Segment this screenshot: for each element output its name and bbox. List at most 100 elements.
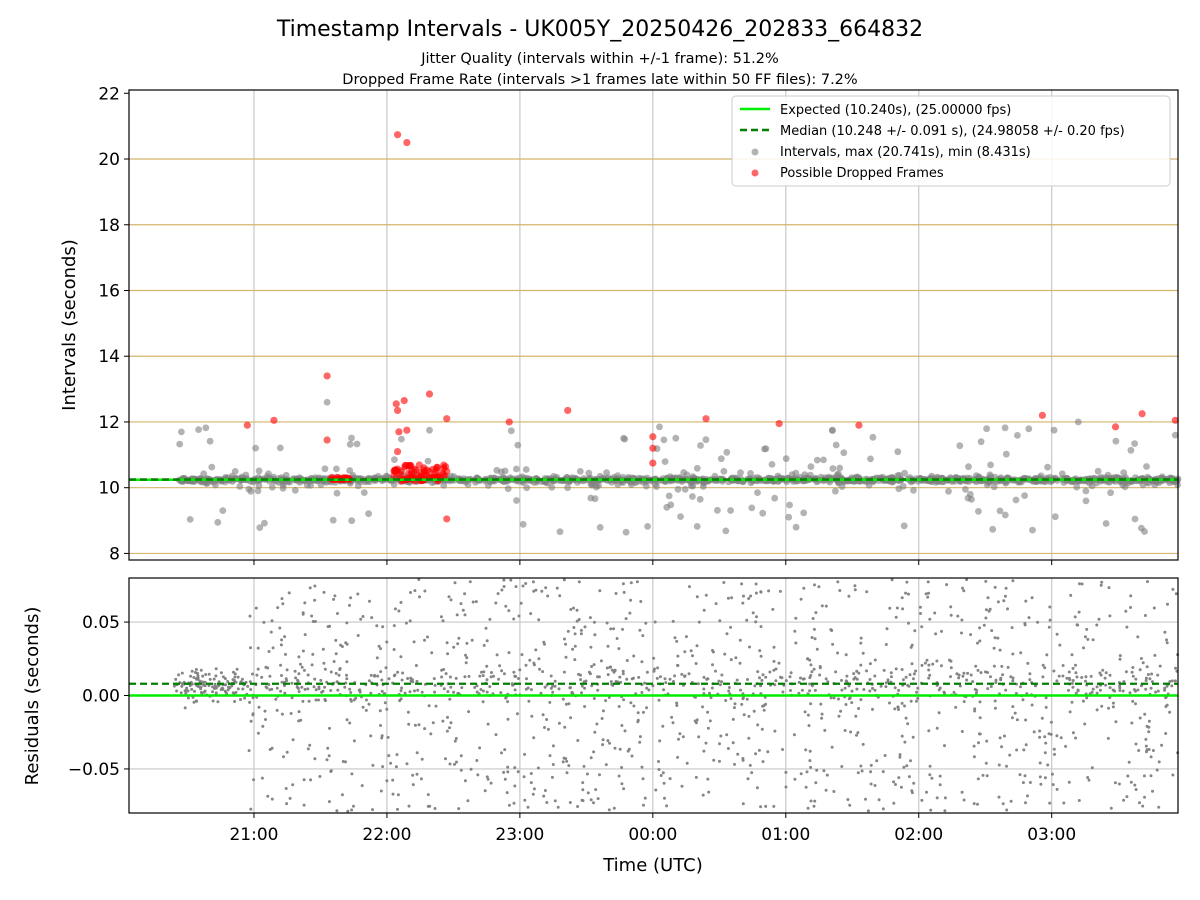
residual-point xyxy=(233,675,237,679)
residual-point xyxy=(282,755,285,759)
residual-point xyxy=(760,678,764,682)
residual-point xyxy=(720,680,724,684)
residual-point xyxy=(928,764,932,768)
residual-point xyxy=(820,712,824,716)
residual-point xyxy=(614,592,618,595)
residual-point xyxy=(809,765,813,769)
residual-point xyxy=(1083,635,1087,639)
interval-point xyxy=(786,501,793,509)
residual-point xyxy=(839,709,843,713)
residual-point xyxy=(504,696,508,700)
residual-point xyxy=(583,686,587,690)
residual-point xyxy=(629,701,633,705)
residual-point xyxy=(575,608,579,612)
residual-point xyxy=(748,763,752,767)
residual-point xyxy=(185,686,189,690)
residual-point xyxy=(989,685,993,688)
dropped-frame-point xyxy=(393,447,402,456)
residual-point xyxy=(214,684,217,688)
residual-point xyxy=(332,660,336,663)
residual-point xyxy=(186,696,190,700)
residual-point xyxy=(538,667,541,671)
residual-point xyxy=(338,667,342,670)
residual-point xyxy=(759,805,763,809)
residual-point xyxy=(529,688,533,692)
residual-point xyxy=(359,617,363,621)
residual-point xyxy=(768,670,772,674)
residual-point xyxy=(1057,674,1061,678)
interval-point xyxy=(603,469,610,476)
residual-point xyxy=(412,640,416,644)
residual-point xyxy=(1024,718,1028,722)
residual-point xyxy=(433,690,437,694)
residual-point xyxy=(723,652,727,656)
residual-point xyxy=(809,663,813,667)
residual-point xyxy=(262,620,266,624)
residual-point xyxy=(1143,614,1147,617)
residual-point xyxy=(799,676,802,680)
interval-point xyxy=(391,456,398,463)
residual-point xyxy=(755,615,758,619)
residual-point xyxy=(281,602,285,606)
residual-point xyxy=(832,696,836,700)
interval-point xyxy=(986,471,994,479)
interval-point xyxy=(523,484,531,492)
interval-point xyxy=(1025,425,1033,433)
residual-point xyxy=(564,702,568,706)
residual-point xyxy=(900,668,904,671)
residual-point xyxy=(1144,676,1148,680)
residual-point xyxy=(1136,688,1140,692)
residual-point xyxy=(512,801,516,805)
residual-point xyxy=(306,673,310,677)
interval-point xyxy=(596,524,604,531)
residual-point xyxy=(513,766,517,770)
residual-point xyxy=(442,687,446,691)
residual-point xyxy=(609,665,613,669)
intervals-y-tick-label: 22 xyxy=(98,84,120,104)
residual-point xyxy=(969,673,973,677)
residual-point xyxy=(859,636,863,640)
residual-point xyxy=(938,774,942,778)
residual-point xyxy=(532,661,536,665)
residual-point xyxy=(675,704,679,707)
residual-point xyxy=(457,807,461,811)
residual-point xyxy=(754,591,758,595)
dropped-frame-point xyxy=(443,415,451,423)
dropped-frame-point xyxy=(411,465,419,473)
residual-point xyxy=(812,804,816,808)
residual-point xyxy=(345,677,349,681)
interval-point xyxy=(1058,470,1066,478)
residual-point xyxy=(455,613,459,617)
residual-point xyxy=(332,597,336,601)
residual-point xyxy=(962,700,966,704)
residual-point xyxy=(203,689,207,693)
residual-point xyxy=(227,685,230,689)
residual-point xyxy=(677,737,680,741)
residual-point xyxy=(604,699,608,703)
residual-point xyxy=(334,652,338,656)
residual-point xyxy=(324,699,327,703)
residual-point xyxy=(485,775,489,779)
residual-point xyxy=(632,654,636,658)
residual-point xyxy=(710,686,714,690)
residual-point xyxy=(494,601,498,605)
residual-point xyxy=(958,684,962,688)
residual-point xyxy=(577,618,581,621)
residual-point xyxy=(565,771,569,775)
residual-point xyxy=(1174,592,1178,596)
interval-point xyxy=(696,495,704,503)
residual-point xyxy=(814,781,818,785)
residual-point xyxy=(627,747,631,751)
residual-point xyxy=(862,688,866,691)
interval-point xyxy=(591,495,599,503)
residual-point xyxy=(377,644,381,648)
residual-point xyxy=(193,689,196,693)
residual-point xyxy=(1136,635,1140,639)
residual-point xyxy=(797,680,801,684)
residual-point xyxy=(1006,607,1009,611)
interval-point xyxy=(792,523,800,531)
interval-point xyxy=(513,465,520,473)
residual-point xyxy=(919,612,922,615)
residual-point xyxy=(321,689,325,693)
residual-point xyxy=(327,800,331,804)
